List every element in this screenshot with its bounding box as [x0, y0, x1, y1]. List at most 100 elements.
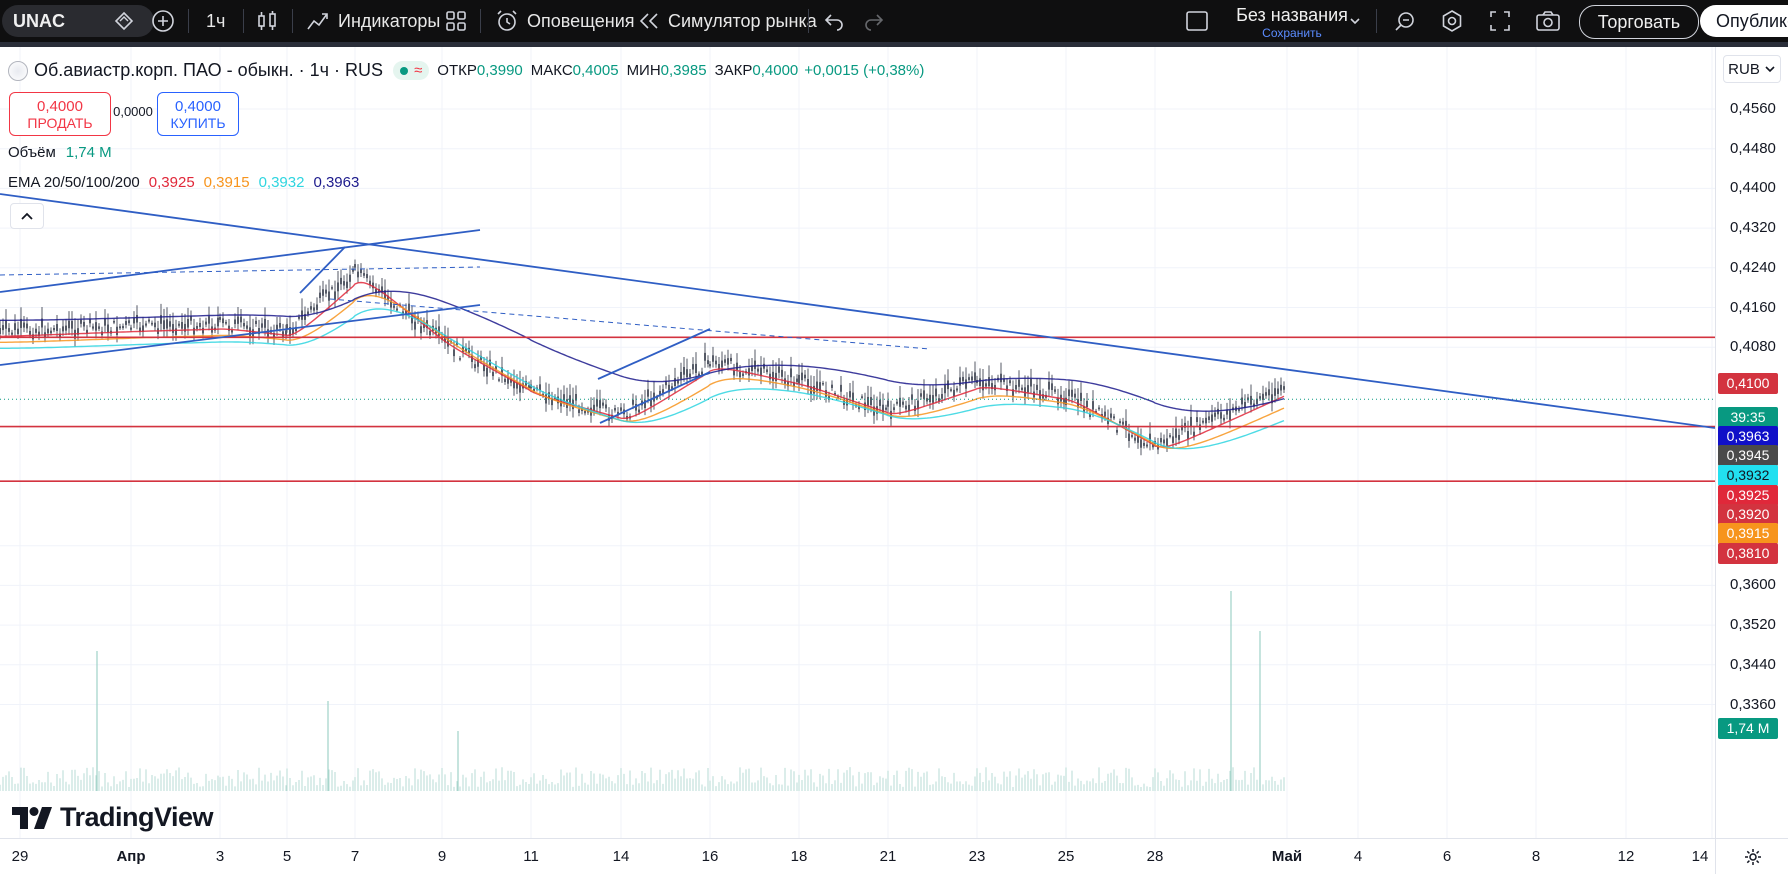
candle-body: [166, 319, 168, 329]
candle-body: [360, 268, 362, 274]
price-chart[interactable]: [0, 47, 1715, 838]
candle-body: [1021, 387, 1023, 390]
replay-button[interactable]: Симулятор рынка: [638, 0, 817, 42]
channel-lower-line: [0, 304, 481, 366]
channel-mid-line: [0, 266, 481, 276]
add-symbol-button[interactable]: [151, 0, 175, 42]
layout-menu-button[interactable]: [1185, 0, 1209, 42]
sell-button[interactable]: 0,4000 ПРОДАТЬ: [9, 92, 111, 136]
alerts-button[interactable]: Оповещения: [495, 0, 635, 42]
time-tick: 21: [879, 848, 897, 865]
candle-body: [14, 323, 16, 331]
candle-body: [83, 321, 85, 327]
candle-body: [614, 408, 616, 411]
candle-body: [1000, 373, 1002, 383]
gear-icon[interactable]: [1743, 847, 1763, 867]
candle-body: [474, 364, 476, 369]
rising-channel-lower: [599, 371, 711, 424]
candle-body: [1122, 421, 1124, 425]
price-tick: 0,3360: [1730, 695, 1776, 713]
candle-body: [539, 384, 541, 391]
chart-type-button[interactable]: [256, 0, 278, 42]
trade-button[interactable]: Торговать: [1579, 5, 1699, 39]
candle-body: [480, 355, 482, 361]
candle-body: [727, 358, 729, 365]
candle-body: [896, 401, 898, 404]
candle-body: [1098, 407, 1100, 410]
symbol-search[interactable]: UNAC: [2, 5, 154, 37]
candle-body: [718, 364, 720, 370]
candle-body: [295, 326, 297, 332]
candle-body: [908, 404, 910, 411]
candle-body: [804, 374, 806, 379]
time-scale[interactable]: 29 Апр 3 5 7 9 11 14 16 18 21 23 25 28 Май 4 6 8 12 14: [0, 838, 1715, 874]
templates-button[interactable]: [445, 0, 467, 42]
candle-body: [310, 306, 312, 310]
candle-body: [941, 394, 943, 399]
layout-name-block[interactable]: Без названия Сохранить: [1227, 5, 1357, 40]
compare-diamond-icon[interactable]: [114, 11, 134, 31]
candle-body: [1104, 411, 1106, 417]
candle-body: [1214, 412, 1216, 417]
undo-button[interactable]: [823, 0, 845, 42]
candle-body: [298, 316, 300, 319]
interval-button[interactable]: 1ч: [206, 10, 226, 31]
candle-body: [116, 326, 118, 335]
price-tick: 0,3520: [1730, 616, 1776, 634]
candle-body: [255, 320, 257, 325]
candle-body: [834, 393, 836, 395]
candle-body: [798, 374, 800, 384]
sell-label: ПРОДАТЬ: [27, 114, 93, 131]
candle-body: [1027, 385, 1029, 393]
ema50-value: 0,3915: [203, 174, 250, 191]
ema-legend[interactable]: EMA 20/50/100/200 0,3925 0,3915 0,3932 0…: [8, 174, 359, 191]
ohlc-close: ЗАКР0,4000: [714, 62, 799, 79]
buy-price: 0,4000: [175, 97, 221, 115]
candle-body: [680, 371, 682, 380]
candle-body: [369, 280, 371, 285]
layout-dropdown[interactable]: [1348, 0, 1362, 42]
candle-body: [68, 320, 70, 329]
candle-body: [763, 363, 765, 369]
indicators-button[interactable]: Индикаторы: [306, 0, 440, 42]
snapshot-button[interactable]: [1535, 0, 1561, 42]
redo-button[interactable]: [863, 0, 885, 42]
candle-body: [733, 370, 735, 376]
currency-selector[interactable]: RUB: [1723, 55, 1781, 83]
candle-body: [136, 315, 138, 323]
candle-body: [92, 326, 94, 329]
quick-search-button[interactable]: [1393, 0, 1417, 42]
chart-pane[interactable]: Об.авиастр.корп. ПАО - обыкн. · 1ч · RUS…: [0, 47, 1715, 838]
scale-settings-corner[interactable]: [1715, 838, 1788, 874]
time-tick: 8: [1531, 848, 1541, 865]
publish-button[interactable]: Опублико: [1700, 5, 1788, 37]
candle-body: [787, 381, 789, 387]
price-scale[interactable]: RUB 0,4560 0,4480 0,4400 0,4320 0,4240 0,4160…: [1715, 47, 1788, 838]
collapse-legend-button[interactable]: [10, 203, 44, 229]
candle-body: [1042, 394, 1044, 399]
candle-body: [944, 385, 946, 394]
candle-body: [1190, 416, 1192, 427]
candle-body: [1030, 378, 1032, 387]
candle-body: [313, 307, 315, 311]
candle-body: [286, 324, 288, 329]
save-link[interactable]: Сохранить: [1262, 26, 1322, 40]
tradingview-logo[interactable]: TradingView: [12, 802, 214, 833]
approx-icon: ≈: [414, 62, 423, 79]
settings-button[interactable]: [1440, 0, 1464, 42]
candle-body: [1265, 392, 1267, 396]
candle-body: [840, 384, 842, 392]
candle-body: [707, 360, 709, 365]
market-status-badge[interactable]: ≈: [393, 61, 430, 80]
spread-value: 0,0000: [113, 104, 153, 119]
time-tick: 4: [1353, 848, 1363, 865]
fullscreen-button[interactable]: [1489, 0, 1511, 42]
candle-body: [932, 395, 934, 403]
volume-legend[interactable]: Объём 1,74 M: [8, 144, 112, 161]
candle-body: [599, 400, 601, 409]
candle-body: [852, 392, 854, 402]
candle-body: [831, 384, 833, 388]
price-tag: 0,3963: [1718, 426, 1778, 447]
buy-button[interactable]: 0,4000 КУПИТЬ: [157, 92, 239, 136]
candle-body: [2, 325, 4, 331]
